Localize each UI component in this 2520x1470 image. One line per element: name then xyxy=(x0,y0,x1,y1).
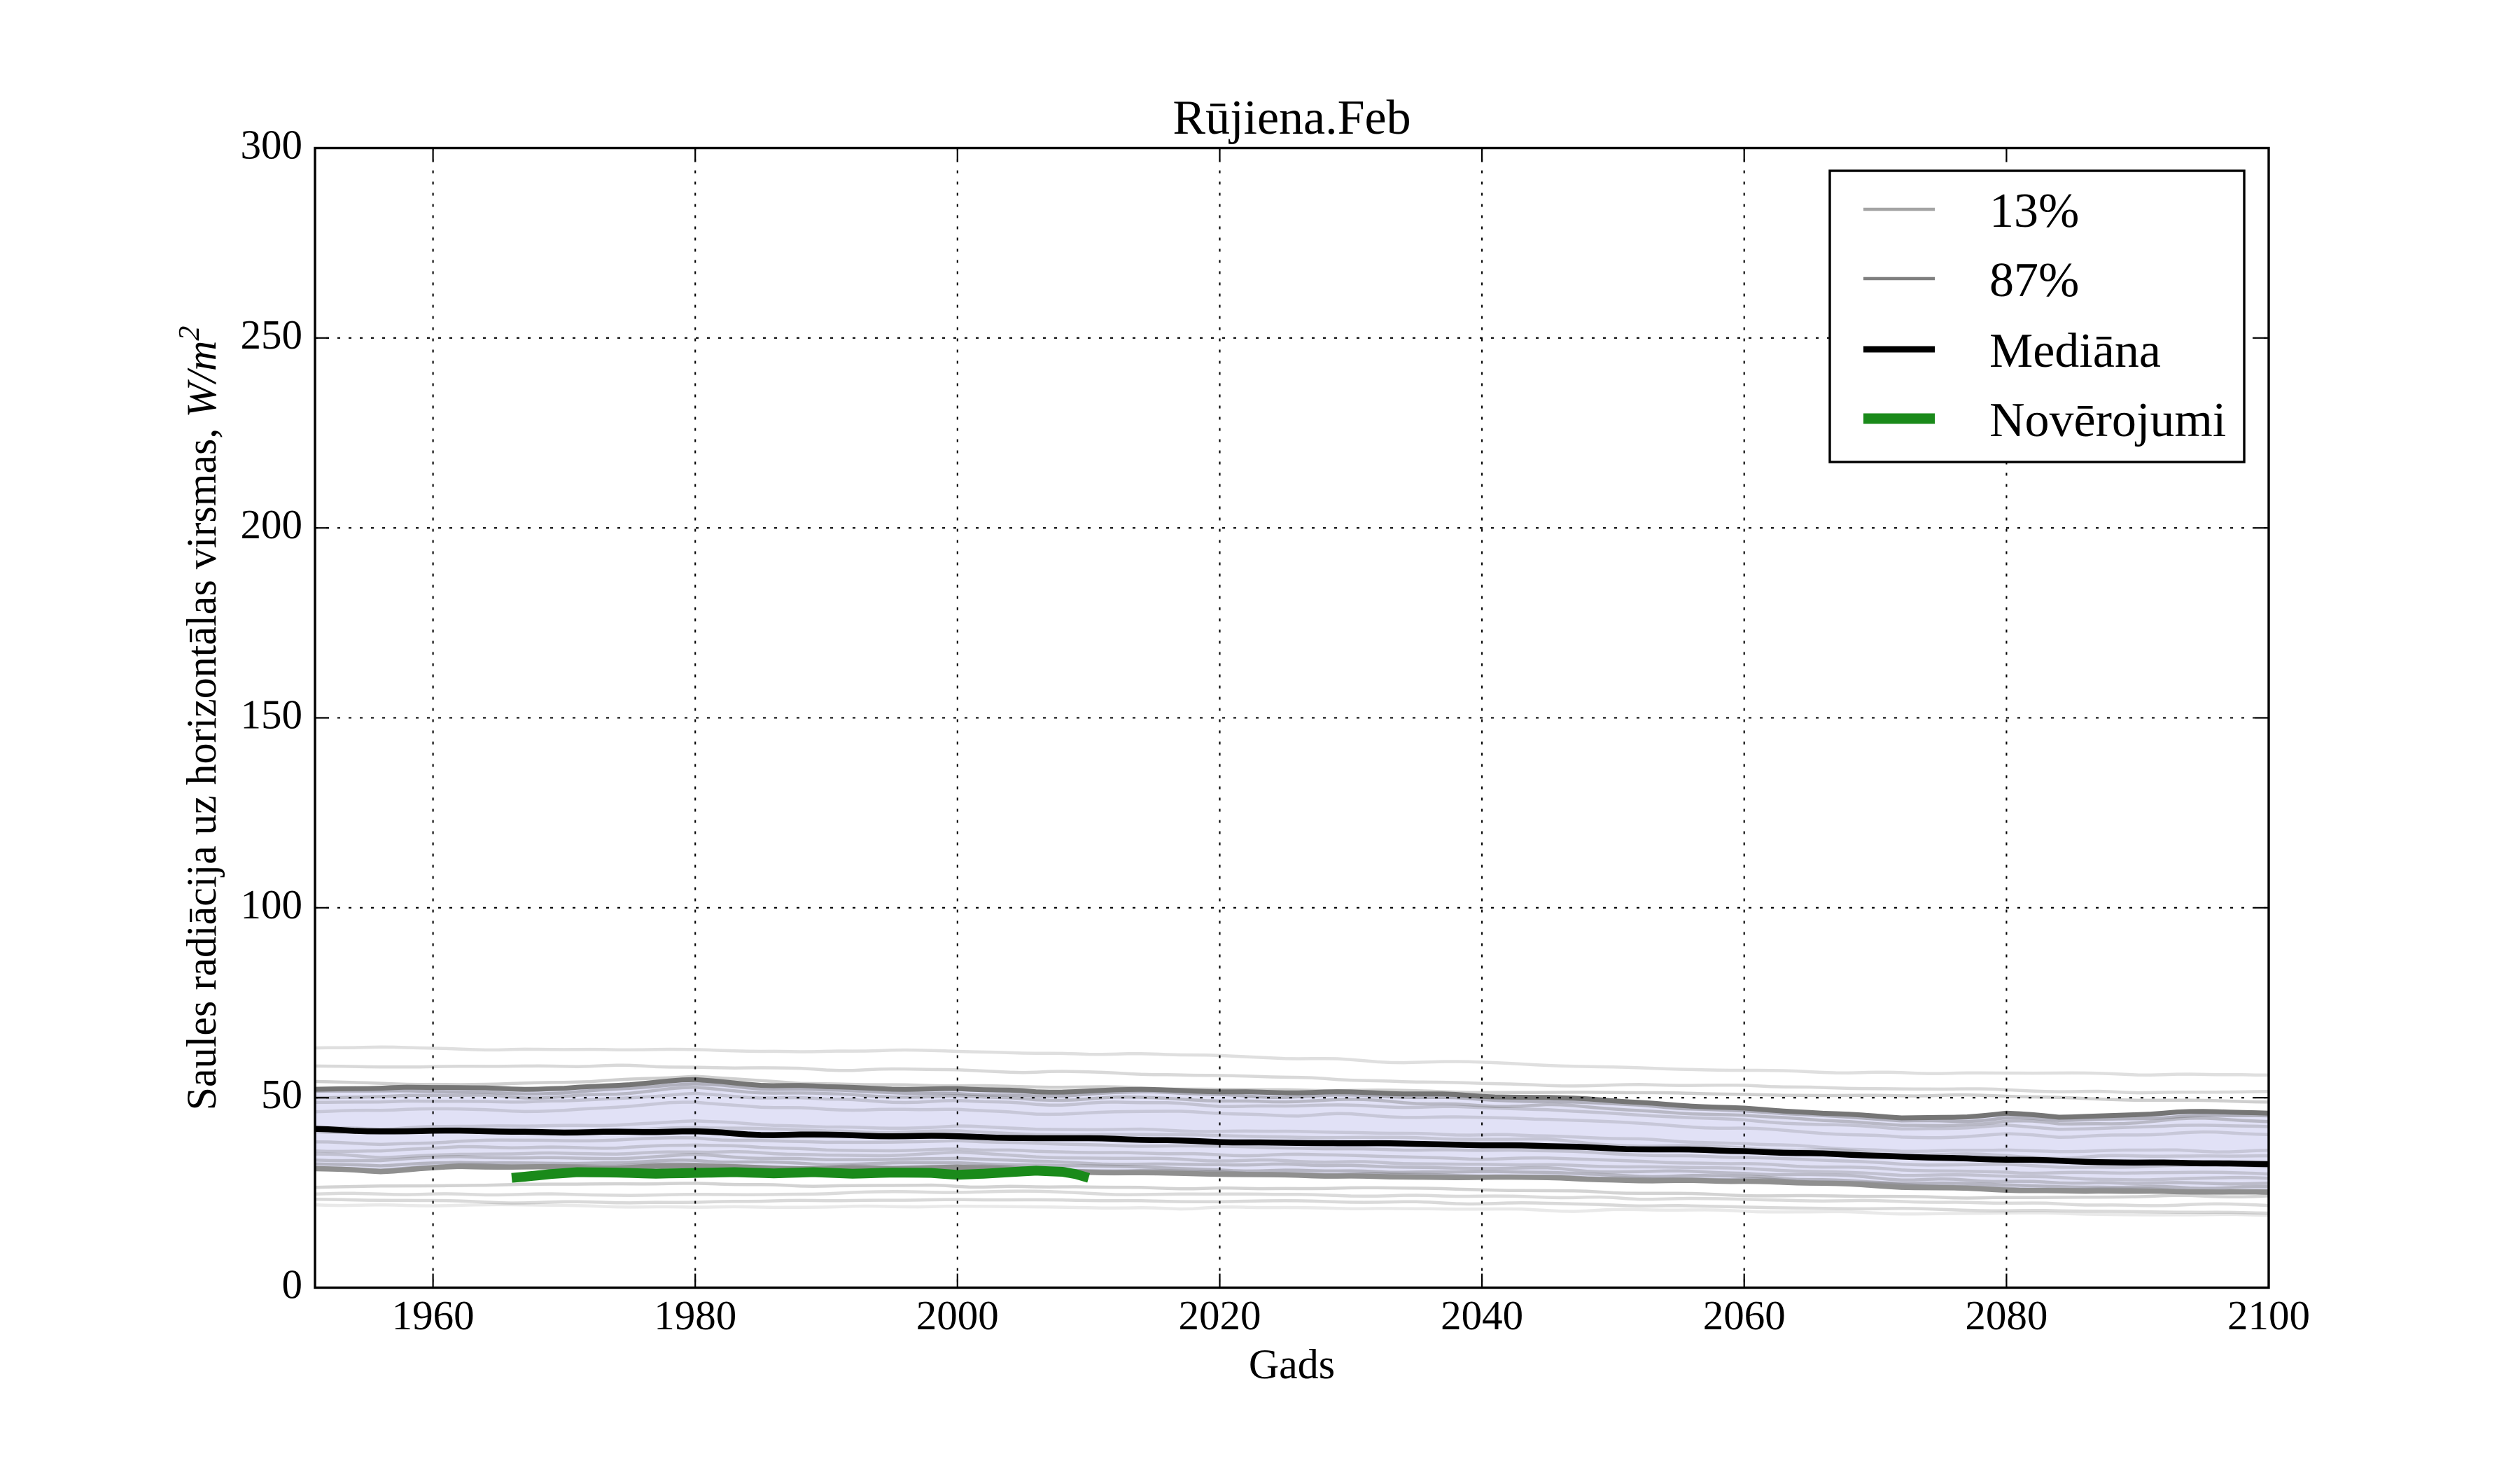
svg-text:13%: 13% xyxy=(1989,184,2079,238)
svg-text:0: 0 xyxy=(282,1261,303,1308)
svg-text:50: 50 xyxy=(261,1071,302,1117)
svg-text:300: 300 xyxy=(241,122,303,168)
svg-text:1960: 1960 xyxy=(392,1292,475,1338)
svg-text:Rūjiena.Feb: Rūjiena.Feb xyxy=(1172,91,1410,145)
svg-text:Gads: Gads xyxy=(1249,1341,1335,1387)
svg-text:2000: 2000 xyxy=(916,1292,999,1338)
svg-text:2020: 2020 xyxy=(1179,1292,1261,1338)
svg-text:250: 250 xyxy=(241,312,303,358)
svg-text:87%: 87% xyxy=(1989,253,2079,307)
svg-text:1980: 1980 xyxy=(654,1292,736,1338)
svg-text:200: 200 xyxy=(241,501,303,547)
svg-text:150: 150 xyxy=(241,692,303,738)
svg-text:2080: 2080 xyxy=(1965,1292,2047,1338)
svg-text:Novērojumi: Novērojumi xyxy=(1989,393,2226,447)
svg-text:Mediāna: Mediāna xyxy=(1989,324,2161,378)
svg-text:2100: 2100 xyxy=(2227,1292,2310,1338)
svg-text:2040: 2040 xyxy=(1441,1292,1523,1338)
svg-text:Saules radiācija uz horizontāl: Saules radiācija uz horizontālas virsmas… xyxy=(174,326,225,1111)
svg-text:100: 100 xyxy=(241,881,303,927)
svg-text:2060: 2060 xyxy=(1703,1292,1786,1338)
